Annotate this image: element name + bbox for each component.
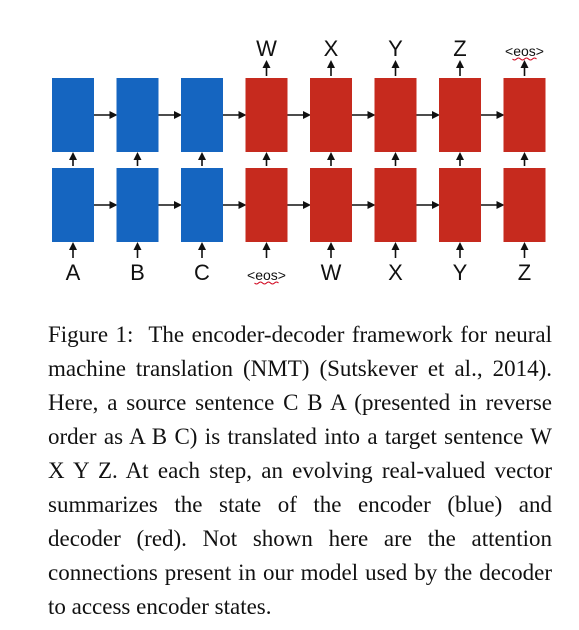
output-token-label: <eos> — [505, 43, 544, 59]
decoder-cell-top — [374, 78, 417, 152]
input-token-label: X — [388, 260, 403, 285]
encoder-cell-top — [52, 78, 94, 152]
input-token-label: Z — [518, 260, 531, 285]
encoder-cell-top — [181, 78, 223, 152]
output-token-label: Y — [388, 36, 403, 61]
input-token-label: A — [66, 260, 81, 285]
input-token-label: W — [321, 260, 342, 285]
output-token-label: X — [324, 36, 339, 61]
decoder-cell-bottom — [245, 168, 288, 242]
input-token-label: B — [130, 260, 145, 285]
encoder-decoder-diagram: A B C <eos> W W X X Y Y Z Z <eos> — [52, 36, 546, 285]
figure-caption: Figure 1: The encoder-decoder framework … — [48, 318, 552, 624]
caption-text: The encoder-decoder framework for neural… — [48, 322, 552, 619]
decoder-cell-top — [310, 78, 352, 152]
encoder-cell-bottom — [52, 168, 94, 242]
encoder-cell-bottom — [116, 168, 159, 242]
encoder-cell-top — [116, 78, 159, 152]
output-token-label: W — [256, 36, 277, 61]
caption-label: Figure 1: — [48, 322, 134, 347]
spellcheck-underline — [254, 281, 279, 285]
decoder-cell-top — [245, 78, 288, 152]
decoder-cell-bottom — [310, 168, 352, 242]
decoder-cell-bottom — [503, 168, 546, 242]
decoder-cell-bottom — [374, 168, 417, 242]
decoder-cell-top — [503, 78, 546, 152]
input-token-label: C — [194, 260, 210, 285]
input-token-label: <eos> — [247, 267, 286, 283]
spellcheck-underline — [512, 57, 537, 61]
output-token-label: Z — [453, 36, 466, 61]
decoder-cell-top — [439, 78, 481, 152]
decoder-cell-bottom — [439, 168, 481, 242]
input-token-label: Y — [453, 260, 468, 285]
encoder-cell-bottom — [181, 168, 223, 242]
